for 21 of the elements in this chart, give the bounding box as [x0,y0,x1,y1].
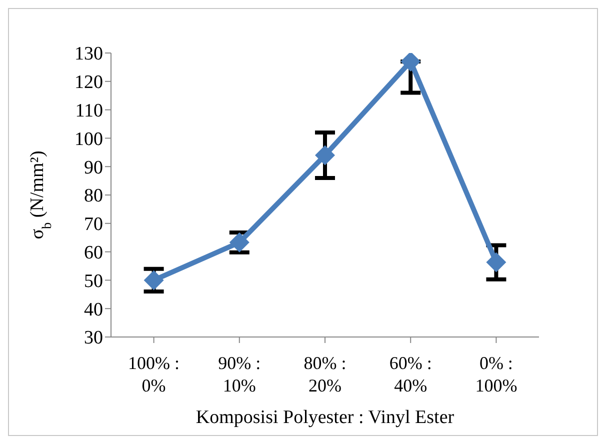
point [486,252,506,272]
x-tick-label: 90% : 10% [218,353,261,396]
y-tick-label: 100 [74,128,103,150]
y-tick-label: 30 [84,328,103,349]
y-tick-label: 40 [84,299,103,320]
y-tick-label: 80 [84,186,103,207]
x-tick-label: 60% : 40% [389,353,432,396]
y-tick-label: 120 [74,72,103,94]
x-tick-label: 0% : 100% [475,353,518,396]
y-tick-label: 50 [84,270,103,292]
y-tick-label: 90 [84,157,103,178]
x-tick-label: 80% : 20% [304,353,346,396]
y-tick-label: 60 [84,242,103,264]
point [315,145,335,166]
y-tick-label: 130 [74,44,103,65]
point [400,53,421,72]
x-tick-label: 100% : 0% [128,353,180,396]
y-tick-label: 70 [84,214,103,236]
y-tick-label: 110 [75,100,103,122]
x-axis-title: Komposisi Polyester : Vinyl Ester [196,407,455,428]
point [144,270,164,290]
